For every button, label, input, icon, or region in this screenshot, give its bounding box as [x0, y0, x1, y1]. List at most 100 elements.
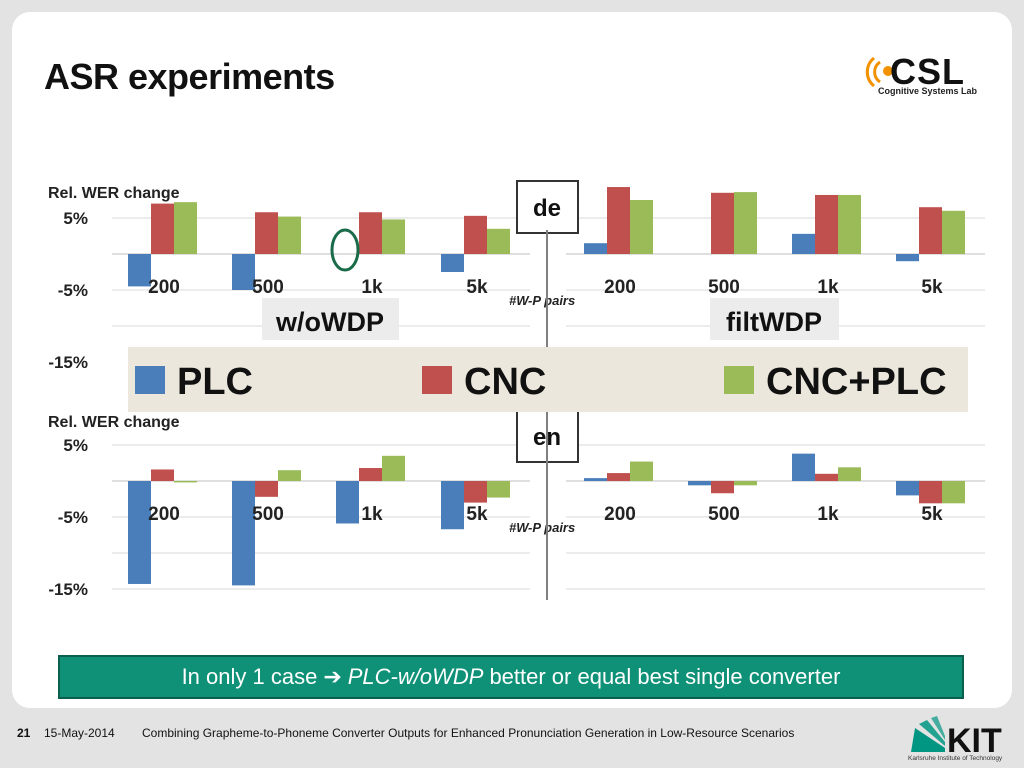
legend-swatch — [135, 366, 165, 394]
panel-label: de — [533, 195, 561, 222]
x-tick-label: 500 — [708, 504, 740, 525]
bar-de-cnc-plc — [278, 216, 301, 254]
legend-swatch — [724, 366, 754, 394]
y-axis-label: Rel. WER change — [48, 414, 180, 431]
bar-en-cnc-plc — [734, 481, 757, 486]
bar-en-cnc — [815, 473, 838, 481]
x-tick-label: 5k — [466, 277, 488, 298]
group-label-box — [710, 298, 839, 340]
bar-en-cnc-plc — [487, 481, 510, 498]
x-tick-label: 1k — [361, 277, 383, 298]
bar-de-cnc-plc — [838, 194, 861, 254]
bar-en-plc — [336, 481, 359, 524]
bar-en-plc — [128, 481, 151, 584]
bar-de-cnc — [464, 215, 487, 254]
footer: 21 15-May-2014 Combining Grapheme-to-Pho… — [0, 716, 1024, 762]
bar-de-cnc — [711, 192, 734, 254]
y-tick-label: -15% — [48, 353, 88, 372]
legend-band — [128, 347, 968, 412]
x-tick-label: 200 — [604, 277, 636, 298]
bar-de-plc — [232, 254, 255, 290]
bar-de-cnc-plc — [942, 210, 965, 254]
page-number: 21 — [17, 726, 31, 740]
csl-logo: CSL — [865, 51, 965, 92]
y-tick-label: 5% — [63, 436, 88, 455]
slide-title: ASR experiments — [44, 56, 335, 97]
footer-title: Combining Grapheme-to-Phoneme Converter … — [142, 726, 795, 740]
kit-logo-text: KIT — [947, 722, 1002, 760]
bar-en-cnc-plc — [838, 467, 861, 481]
y-tick-label: -15% — [48, 580, 88, 599]
bar-de-cnc-plc — [382, 219, 405, 254]
x-tick-label: 1k — [817, 277, 839, 298]
bar-de-cnc — [151, 203, 174, 254]
x-tick-label: 1k — [361, 504, 383, 525]
bar-en-plc — [792, 453, 815, 481]
x-tick-label: 200 — [148, 504, 180, 525]
y-tick-label: 5% — [63, 209, 88, 228]
bar-de-plc — [584, 243, 607, 254]
bar-de-cnc-plc — [487, 228, 510, 254]
bar-en-plc — [896, 481, 919, 496]
bar-en-cnc-plc — [174, 481, 197, 483]
bar-en-cnc-plc — [278, 470, 301, 481]
legend-swatch — [422, 366, 452, 394]
bar-en-cnc — [255, 481, 278, 497]
legend-label: CNC+PLC — [766, 361, 947, 403]
bar-en-cnc — [919, 481, 942, 504]
bar-de-cnc-plc — [734, 192, 757, 254]
x-tick-label: 500 — [708, 277, 740, 298]
bar-de-plc — [441, 254, 464, 272]
bar-en-cnc-plc — [630, 461, 653, 481]
bar-de-cnc — [607, 187, 630, 254]
callout-text-after: better or equal best single converter — [489, 664, 841, 689]
signal-waves-icon — [865, 56, 881, 88]
callout-emphasis: PLC-w/oWDP — [347, 664, 484, 689]
x-axis-label: #W-P pairs — [509, 293, 575, 308]
x-tick-label: 5k — [921, 277, 943, 298]
group-label-box — [262, 298, 399, 340]
bar-en-cnc — [711, 481, 734, 494]
bar-en-plc — [441, 481, 464, 530]
bar-de-cnc — [815, 194, 838, 254]
y-tick-label: -5% — [58, 508, 88, 527]
conclusion-callout: In only 1 case ➔ PLC-w/oWDP better or eq… — [58, 655, 964, 699]
bar-en-cnc-plc — [382, 455, 405, 481]
bar-en-cnc — [607, 473, 630, 481]
group-label-filtwdp: filtWDP — [726, 307, 822, 337]
logo-text: CSL — [890, 51, 965, 92]
signal-dot-icon — [883, 66, 893, 76]
bar-de-cnc-plc — [630, 200, 653, 254]
x-tick-label: 5k — [466, 504, 488, 525]
x-tick-label: 200 — [604, 504, 636, 525]
footer-date: 15-May-2014 — [44, 726, 115, 740]
legend-label: PLC — [177, 361, 253, 403]
bar-en-cnc — [464, 481, 487, 503]
bar-de-cnc — [255, 212, 278, 254]
legend-label: CNC — [464, 361, 546, 403]
highlight-ellipse — [330, 228, 360, 272]
y-tick-label: -5% — [58, 281, 88, 300]
bar-en-cnc — [151, 469, 174, 481]
kit-logo: KIT — [911, 716, 1002, 760]
callout-text-before: In only 1 case — [181, 664, 318, 689]
y-axis-label: Rel. WER change — [48, 185, 180, 202]
x-tick-label: 5k — [921, 504, 943, 525]
bar-en-plc — [584, 478, 607, 481]
panel-label-box — [516, 180, 579, 234]
x-tick-label: 1k — [817, 504, 839, 525]
bar-en-cnc-plc — [942, 481, 965, 504]
group-label-wowdp: w/oWDP — [275, 307, 384, 337]
x-tick-label: 500 — [252, 277, 284, 298]
arrow-icon: ➔ — [323, 664, 342, 689]
kit-fan-icon — [911, 716, 945, 752]
bar-de-plc — [792, 233, 815, 254]
bar-de-cnc-plc — [174, 202, 197, 254]
x-axis-label: #W-P pairs — [509, 520, 575, 535]
bar-de-cnc — [919, 207, 942, 254]
bar-en-cnc — [359, 468, 382, 481]
bar-de-cnc — [359, 212, 382, 254]
kit-logo-subtitle: Karlsruhe Institute of Technology — [908, 755, 1003, 762]
logo-subtitle: Cognitive Systems Lab — [878, 86, 978, 96]
bar-de-plc — [128, 254, 151, 287]
